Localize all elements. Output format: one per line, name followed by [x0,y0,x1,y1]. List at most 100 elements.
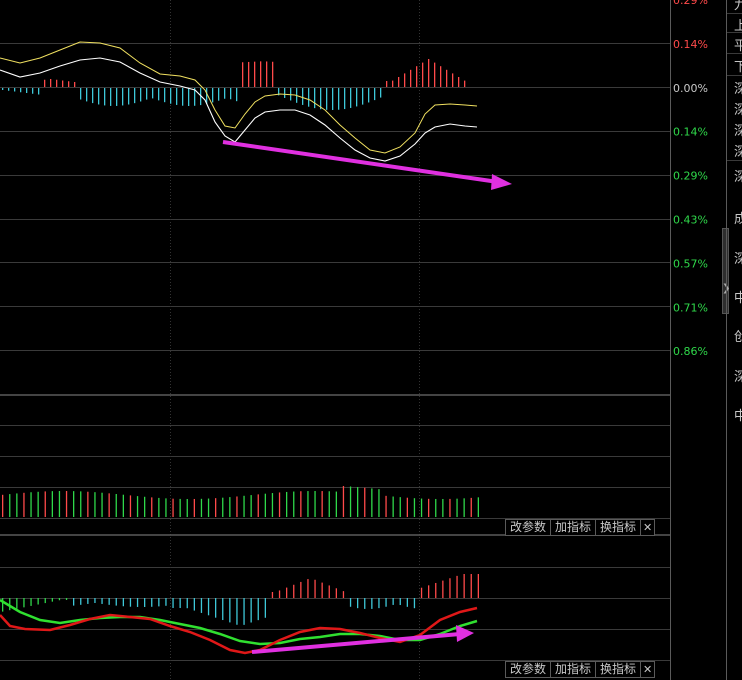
volume-bar [250,495,252,517]
close-icon[interactable]: ✕ [640,661,656,678]
macd-bar [307,579,309,598]
macd-bar [94,598,96,604]
histogram-bar [68,81,70,87]
side-list-item[interactable]: 深 [734,124,742,139]
histogram-bar [104,88,106,106]
volume-bar [314,491,316,517]
macd-bar [65,598,68,600]
volume-bar [80,491,82,517]
histogram-bar [218,88,220,101]
add-indicator-button[interactable]: 加指标 [550,519,597,536]
volume-bar [158,497,160,517]
modify-params-button[interactable]: 改参数 [505,519,552,536]
histogram-bar [110,88,112,106]
volume-bar [349,486,352,517]
volume-bar [271,493,274,517]
histogram-bar [248,61,250,87]
macd-bar [179,598,181,608]
histogram-bar [128,88,130,105]
macd-bar [335,588,337,598]
volume-bar [385,495,387,517]
side-list-item[interactable]: 成 [734,212,742,227]
histogram-bar [254,61,256,87]
volume-bar [58,491,61,517]
macd-bar [406,598,408,607]
panel-resize-handle[interactable] [722,228,729,314]
volume-bar [328,491,330,517]
macd-bar [80,598,82,605]
chart-grid [0,0,670,680]
volume-bar [342,485,345,517]
close-icon[interactable]: ✕ [640,519,656,536]
volume-bar [463,498,465,517]
side-list-item[interactable]: 九 [734,0,742,13]
macd-bar [172,598,174,608]
side-list-item[interactable]: 深 [734,370,742,385]
macd-bar [165,598,167,606]
macd-bar [357,598,359,609]
side-list-item[interactable]: 创 [734,330,742,345]
macd-bar [193,598,195,611]
histogram-bar [386,81,388,87]
side-list-item[interactable]: 平 [734,39,742,54]
macd-bar [136,598,139,607]
histogram-bar [140,88,142,102]
macd-bar [413,598,416,609]
price-axis-label: 0.14% [673,38,708,51]
macd-bar [250,598,252,623]
volume-bar [229,497,231,517]
switch-indicator-button[interactable]: 换指标 [595,661,642,678]
macd-bar [428,585,430,598]
macd-bar [151,598,153,607]
side-list-item[interactable]: 下 [734,60,742,75]
histogram-bar [86,88,88,102]
macd-bar [257,598,259,621]
macd-bar [371,598,373,609]
macd-bar [321,582,323,598]
histogram-bar [260,61,262,87]
histogram-bar [236,88,238,102]
histogram-bar [134,88,136,104]
modify-params-button[interactable]: 改参数 [505,661,552,678]
side-list-item[interactable]: 深 [734,252,742,267]
histogram-bar [368,88,370,103]
volume-bar [94,492,96,517]
histogram-bar [350,88,352,108]
histogram-bar [14,88,16,92]
macd-bar [392,598,394,605]
switch-indicator-button[interactable]: 换指标 [595,519,642,536]
macd-bar [207,598,210,616]
side-list-item[interactable]: 上 [734,19,742,34]
add-indicator-button[interactable]: 加指标 [550,661,597,678]
macd-bar [186,598,188,609]
volume-bar [65,491,68,517]
side-list-item[interactable]: 深 [734,103,742,118]
histogram-bar [56,79,58,87]
macd-bar [342,591,345,598]
volume-bar [115,494,117,517]
volume-bar [144,496,146,517]
macd-bar [463,574,465,598]
macd-bar [9,598,11,611]
histogram-bar [392,80,394,87]
volume-bar [442,498,444,517]
side-list-item[interactable]: 中 [734,409,742,424]
macd-bar [364,598,366,609]
volume-bar [435,498,437,517]
volume-bar [207,498,210,517]
volume-bar [335,491,337,517]
side-list-item[interactable]: 深 [734,170,742,185]
volume-bar [456,498,458,517]
volume-bar [257,494,259,517]
histogram-bar [338,88,340,110]
side-list-item[interactable]: 深 [734,145,742,160]
histogram-bar [176,88,178,105]
side-list-item[interactable]: 中 [734,291,742,306]
histogram-bar [230,88,232,100]
volume-bar [23,492,25,517]
side-list-item[interactable]: 深 [734,82,742,97]
histogram-bar [410,69,412,87]
histogram-bar [92,88,94,104]
price-axis-label: 0.14% [673,126,708,139]
